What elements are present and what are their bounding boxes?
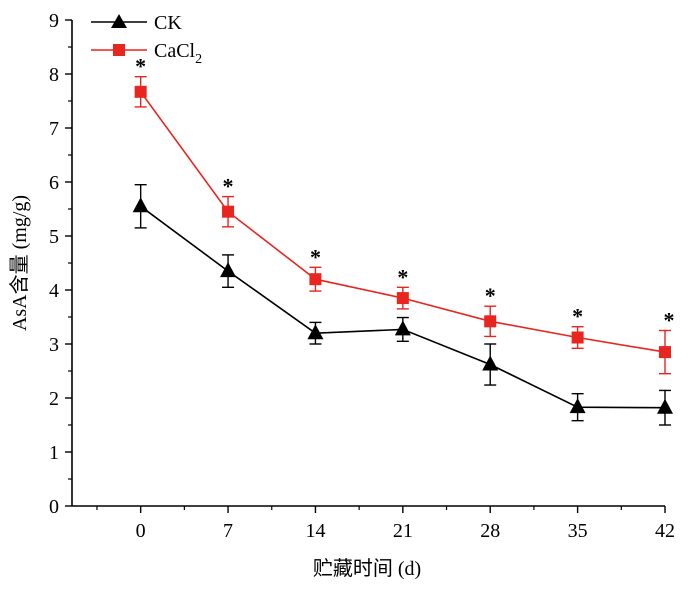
y-tick-label: 0 (49, 496, 59, 518)
data-point (569, 398, 586, 414)
significance-marker: * (135, 54, 146, 79)
x-tick-label: 14 (305, 520, 325, 542)
data-point (220, 262, 237, 278)
significance-marker: * (664, 308, 675, 333)
significance-marker: * (310, 244, 321, 269)
y-tick-label: 9 (49, 10, 59, 32)
data-point (394, 320, 411, 336)
x-tick-label: 0 (136, 520, 146, 542)
legend: CK CaCl2 (91, 12, 202, 67)
y-tick-label: 1 (49, 442, 59, 464)
data-point (222, 205, 235, 218)
y-axis-label: AsA含量 (mg/g) (8, 195, 31, 331)
data-point (482, 355, 499, 371)
annotations: * * * * * * * (135, 54, 674, 333)
series-cacl (134, 75, 671, 375)
data-point (309, 273, 322, 286)
y-tick-label: 7 (49, 118, 59, 140)
data-point (657, 398, 673, 414)
data-point (484, 315, 497, 328)
x-tick-label: 21 (393, 520, 413, 542)
significance-marker: * (223, 174, 234, 199)
significance-marker: * (397, 264, 408, 289)
x-axis: 0 7 14 21 28 35 42 (96, 506, 675, 542)
legend-item-ck: CK (91, 12, 182, 34)
data-point (307, 324, 324, 340)
legend-label-ck: CK (154, 12, 182, 34)
legend-label-cacl2: CaCl2 (154, 40, 202, 67)
legend-item-cacl2: CaCl2 (91, 40, 202, 67)
x-tick-label: 28 (480, 520, 500, 542)
y-tick-label: 6 (49, 172, 59, 194)
data-point (571, 331, 584, 344)
data-point (396, 292, 409, 305)
y-tick-label: 3 (49, 334, 59, 356)
y-tick-label: 2 (49, 388, 59, 410)
legend-marker-ck (111, 14, 127, 28)
data-point (659, 346, 671, 359)
legend-label-cacl2-main: CaCl (154, 40, 196, 62)
y-axis: 0 1 2 3 4 5 6 7 8 9 (49, 10, 72, 518)
legend-label-cacl2-subscript: 2 (195, 52, 202, 67)
x-tick-label: 42 (655, 520, 675, 542)
significance-marker: * (572, 304, 583, 329)
data-point (132, 197, 149, 213)
y-tick-label: 4 (49, 280, 59, 302)
x-tick-label: 35 (568, 520, 588, 542)
series-ck (132, 183, 673, 426)
y-tick-label: 8 (49, 64, 59, 86)
significance-marker: * (485, 283, 496, 308)
y-tick-label: 5 (49, 226, 59, 248)
series-line (140, 91, 666, 353)
x-axis-label: 贮藏时间 (d) (313, 557, 421, 580)
legend-marker-cacl2 (113, 44, 125, 56)
series-layer (132, 75, 673, 426)
plot-area (71, 20, 665, 507)
x-tick-label: 7 (223, 520, 233, 542)
data-point (134, 85, 147, 98)
